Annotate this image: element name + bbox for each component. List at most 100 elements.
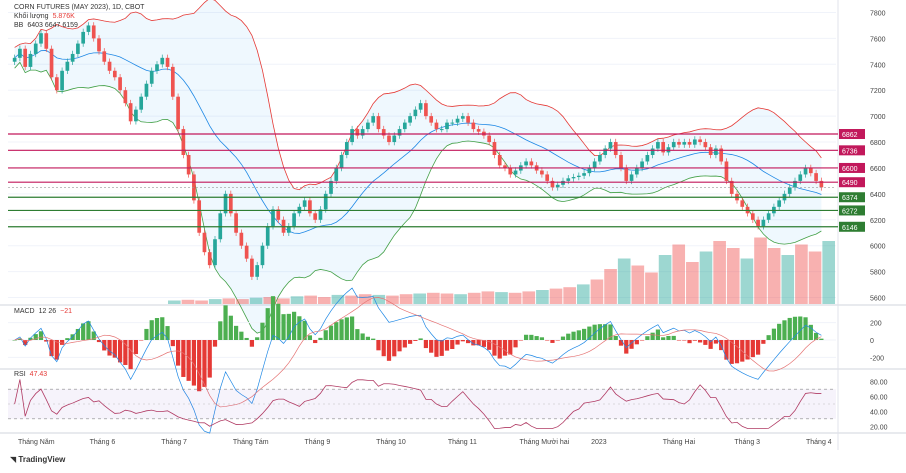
time-tick-label: Tháng 3: [734, 439, 760, 446]
volume-bar: [304, 295, 317, 304]
rsi-line: [14, 379, 822, 429]
candle-body: [292, 213, 296, 227]
macd-histogram-bar: [191, 340, 197, 386]
macd-histogram-bar: [750, 340, 755, 358]
candle-body: [545, 174, 550, 181]
candle-body: [128, 103, 133, 122]
price-level-label: 6862: [842, 132, 858, 139]
candle-body: [750, 213, 755, 220]
price-tick-label: 6600: [870, 166, 886, 173]
macd-histogram-bar: [650, 332, 655, 340]
candle-body: [650, 148, 655, 155]
volume-bar: [740, 258, 754, 304]
candle-body: [740, 200, 745, 207]
macd-histogram-bar: [334, 322, 339, 340]
macd-histogram-bar: [592, 324, 597, 340]
price-level-badge: [839, 177, 865, 188]
bb-lower-band: [14, 61, 822, 334]
price-level-label: 6272: [842, 208, 858, 215]
macd-histogram-bar: [291, 311, 297, 340]
candle-body: [487, 135, 492, 143]
candle-body: [70, 53, 75, 62]
volume-bar: [467, 292, 481, 304]
volume-bar: [767, 248, 781, 304]
macd-histogram-bar: [439, 340, 444, 356]
time-tick-label: Tháng 7: [161, 439, 187, 446]
macd-histogram-bar: [186, 340, 191, 381]
volume-bar: [795, 244, 808, 304]
macd-histogram-bar: [539, 337, 545, 340]
volume-bar: [290, 296, 304, 304]
candle-body: [503, 165, 507, 168]
candle-body: [91, 25, 96, 39]
rsi-tick-label: 60.00: [870, 395, 888, 402]
candle-body: [492, 142, 497, 155]
volume-bar: [754, 237, 767, 304]
macd-histogram-bar: [460, 340, 465, 342]
macd-histogram-bar: [297, 316, 302, 340]
candle-body: [18, 48, 22, 58]
candle-body: [265, 226, 270, 246]
candle-body: [371, 116, 376, 123]
volume-bar: [508, 292, 522, 304]
macd-histogram-bar: [724, 340, 729, 360]
macd-histogram-bar: [54, 340, 59, 360]
macd-histogram-bar: [487, 340, 492, 350]
candle-body: [582, 173, 586, 176]
macd-histogram-bar: [328, 325, 334, 340]
candle-body: [608, 142, 613, 149]
volume-bar: [522, 291, 536, 304]
candle-body: [513, 170, 518, 175]
macd-histogram-bar: [703, 340, 708, 345]
candle-body: [424, 103, 428, 117]
volume-bar: [440, 293, 454, 304]
macd-histogram-bar: [576, 330, 581, 340]
candle-body: [107, 61, 112, 71]
macd-histogram-bar: [423, 340, 429, 349]
macd-histogram-bar: [228, 315, 233, 340]
candle-body: [366, 122, 370, 130]
macd-histogram-bar: [502, 340, 508, 356]
macd-histogram-bar: [813, 332, 819, 340]
price-tick-label: 7800: [870, 10, 886, 17]
macd-histogram-bar: [202, 340, 207, 387]
macd-histogram-bar: [371, 338, 376, 340]
candle-body: [777, 200, 782, 207]
macd-histogram-bar: [450, 340, 455, 350]
volume-bar: [372, 294, 386, 304]
candle-body: [97, 38, 101, 52]
macd-tick-label: 200: [870, 321, 882, 328]
bb-basis: [14, 50, 822, 234]
candle-body: [360, 129, 365, 136]
candle-body: [223, 193, 228, 214]
macd-histogram-bar: [645, 336, 650, 340]
macd-histogram-bar: [255, 337, 260, 340]
candle-body: [413, 109, 418, 117]
candle-body: [729, 180, 734, 194]
candle-body: [134, 109, 138, 122]
candle-body: [239, 232, 244, 246]
candle-body: [439, 129, 444, 131]
macd-histogram-bar: [713, 340, 719, 344]
candle-body: [714, 148, 718, 155]
tradingview-logo[interactable]: ◥ TradingView: [10, 455, 66, 464]
candle-body: [524, 161, 528, 166]
macd-histogram-bar: [38, 331, 44, 340]
volume-bar: [617, 258, 631, 304]
price-level-badge: [839, 129, 865, 140]
volume-legend: Khối lượng 5.876K: [14, 13, 75, 20]
macd-histogram-bar: [603, 324, 608, 340]
macd-histogram-bar: [819, 338, 824, 340]
candle-body: [634, 167, 639, 175]
volume-bar: [249, 297, 263, 304]
volume-bar: [399, 294, 413, 304]
macd-histogram-bar: [376, 340, 381, 351]
price-level-label: 6736: [842, 148, 858, 155]
macd-histogram-bar: [207, 340, 212, 378]
candle-body: [540, 170, 544, 175]
macd-histogram-bar: [133, 340, 139, 355]
volume-bar: [413, 293, 427, 304]
candle-body: [661, 142, 666, 153]
macd-histogram-bar: [381, 340, 386, 357]
